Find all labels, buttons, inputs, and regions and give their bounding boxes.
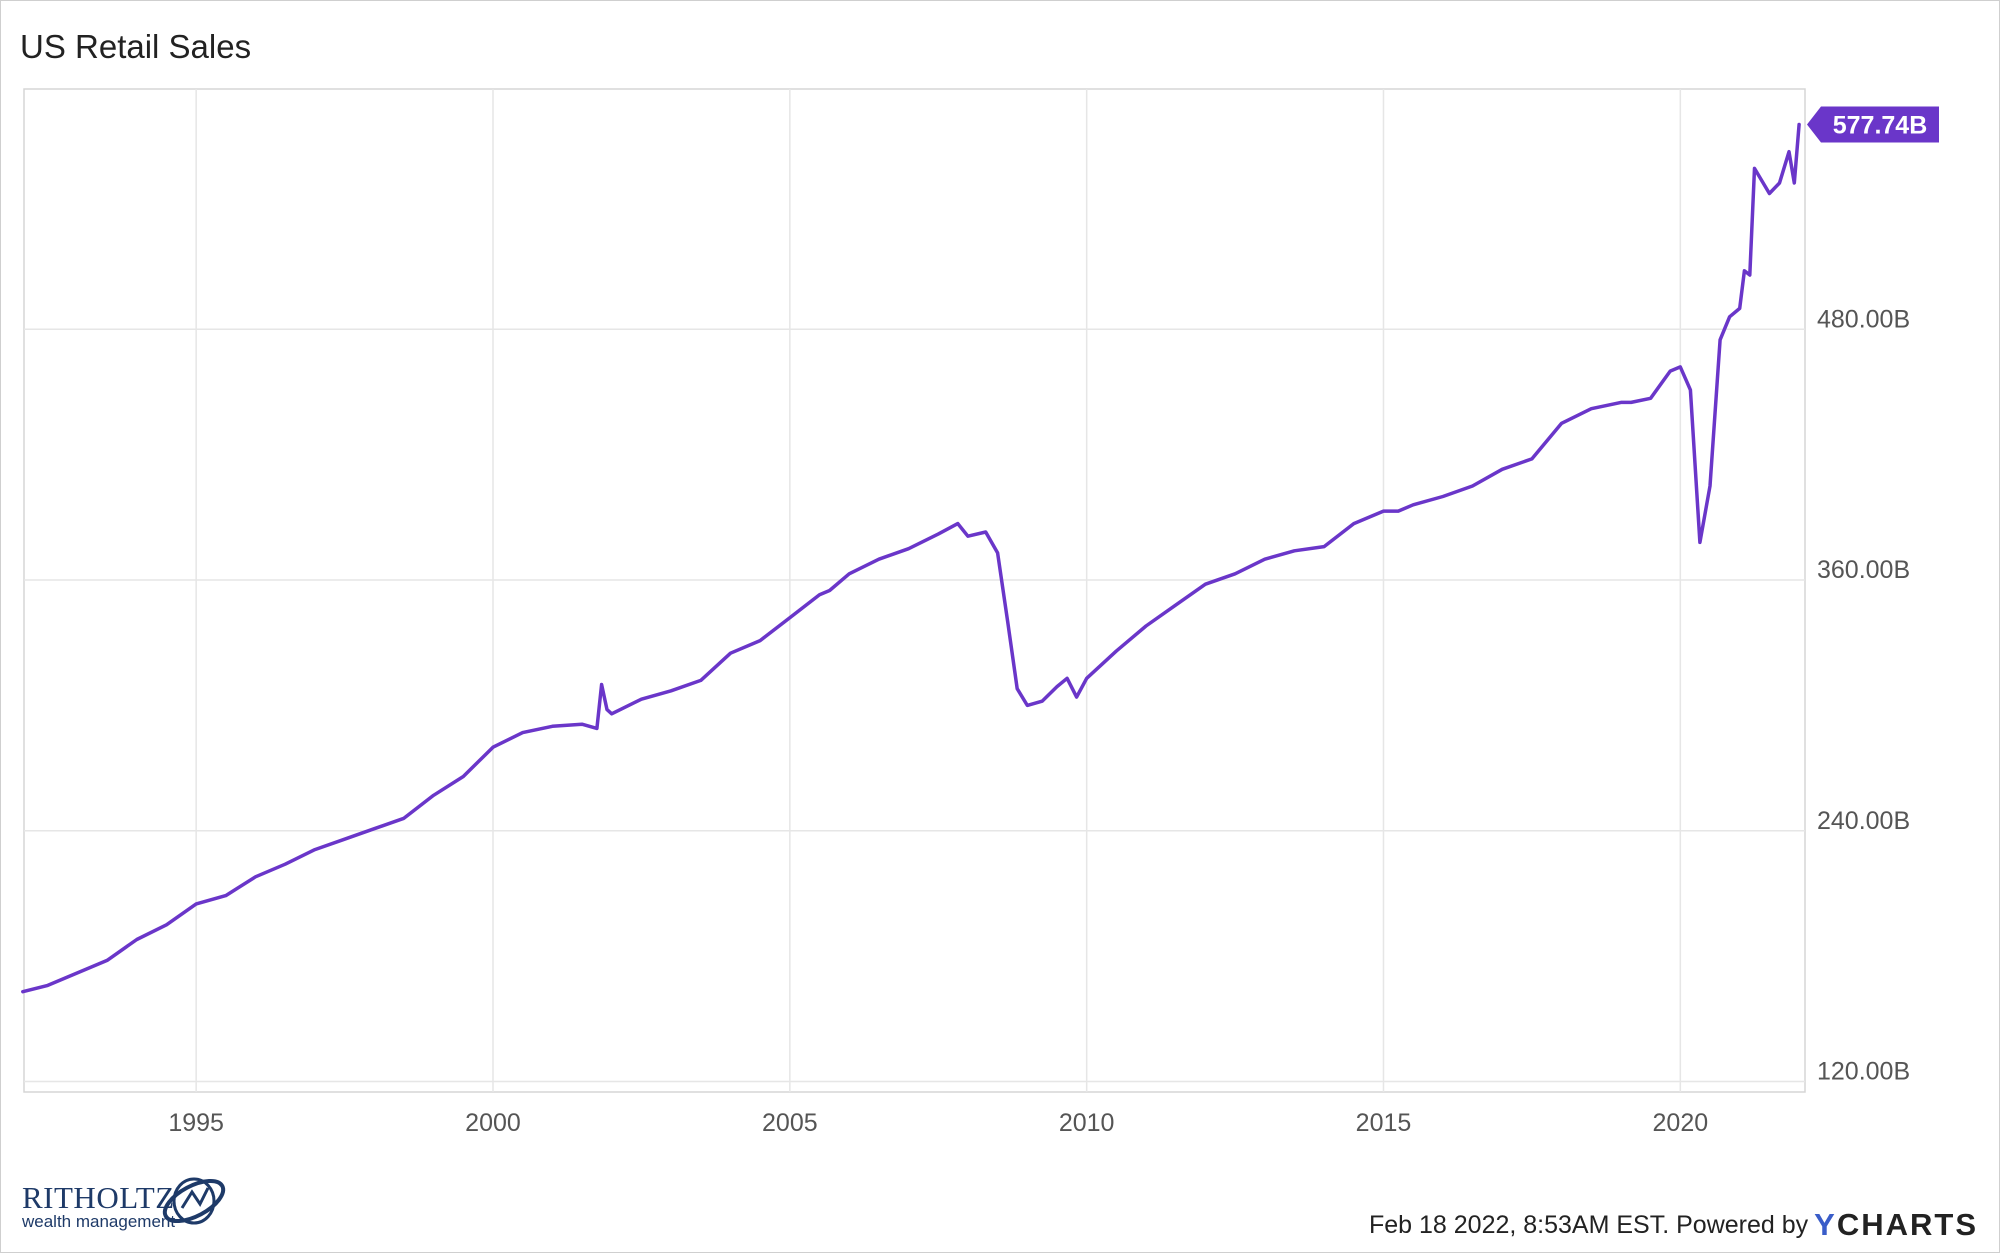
logo-tagline: wealth management — [22, 1212, 176, 1231]
last-value-badge: 577.74B — [1807, 106, 1939, 143]
y-tick-label: 120.00B — [1817, 1058, 1910, 1086]
y-tick-label: 360.00B — [1817, 556, 1910, 584]
vertical-gridlines — [195, 89, 1682, 1092]
ycharts-logo-text: CHARTS — [1836, 1207, 1978, 1242]
ycharts-logo: YCHARTS — [1814, 1207, 1978, 1243]
last-value-label: 577.74B — [1833, 112, 1928, 140]
chart-title: US Retail Sales — [20, 28, 252, 65]
retail-sales-line — [21, 122, 1801, 994]
ritholtz-emblem-icon — [162, 1177, 226, 1225]
horizontal-gridlines — [24, 328, 1805, 1083]
y-tick-label: 480.00B — [1817, 305, 1910, 333]
x-axis-tick-labels: 1995 2000 2005 2010 2015 2020 — [168, 1109, 1708, 1137]
x-tick-label: 2020 — [1653, 1109, 1709, 1137]
logo-name: RITHOLTZ — [22, 1180, 175, 1215]
x-tick-label: 1995 — [168, 1109, 224, 1137]
x-tick-label: 2010 — [1059, 1109, 1115, 1137]
ycharts-logo-y: Y — [1814, 1207, 1837, 1242]
plot-area — [23, 88, 1806, 1093]
y-axis-tick-labels: 120.00B 240.00B 360.00B 480.00B — [1817, 305, 1910, 1085]
last-value-badge-shape — [1807, 106, 1939, 143]
x-tick-label: 2005 — [762, 1109, 818, 1137]
x-tick-label: 2015 — [1356, 1109, 1412, 1137]
y-tick-label: 240.00B — [1817, 807, 1910, 835]
x-tick-label: 2000 — [465, 1109, 521, 1137]
footer-attribution: Feb 18 2022, 8:53AM EST. Powered by YCHA… — [1369, 1207, 1978, 1243]
footer-timestamp: Feb 18 2022, 8:53AM EST. Powered by — [1368, 1210, 1809, 1239]
ritholtz-logo: RITHOLTZ wealth management — [22, 1182, 175, 1231]
